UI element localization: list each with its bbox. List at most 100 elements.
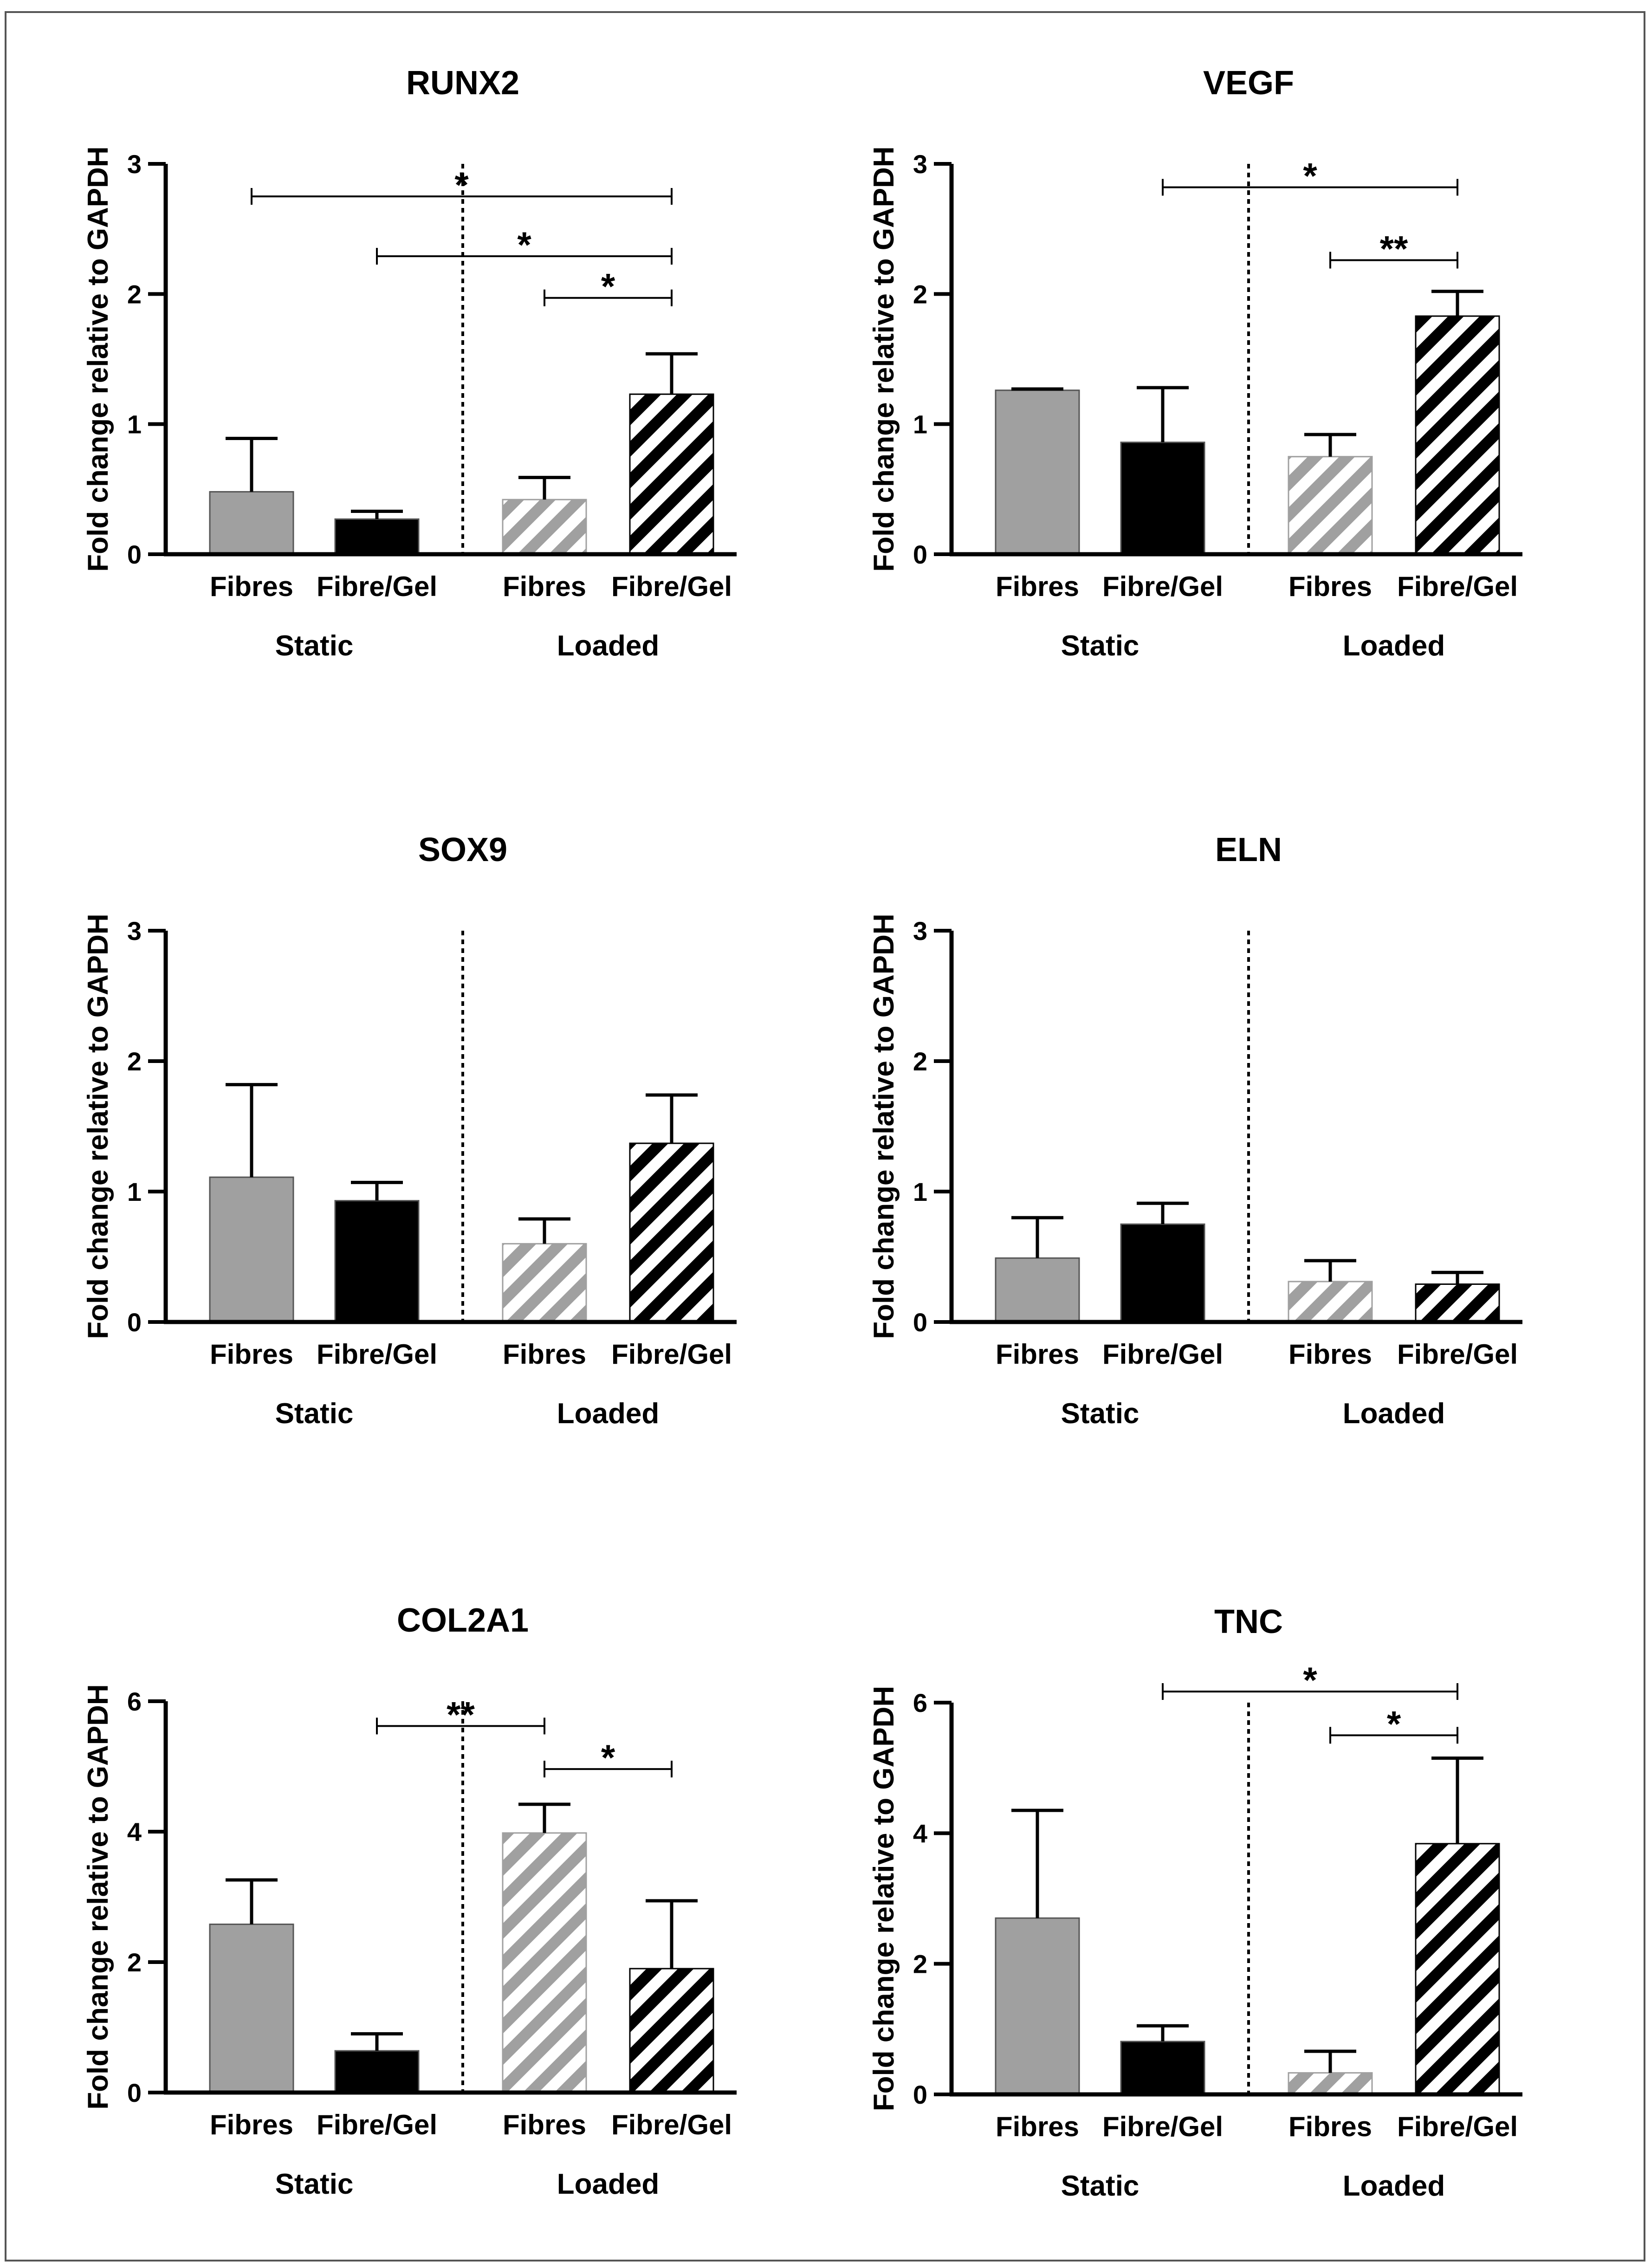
chart-title: SOX9 [418, 831, 507, 868]
x-group-label: Loaded [1343, 2170, 1445, 2202]
x-group-label: Static [1061, 1398, 1140, 1430]
x-group-label: Loaded [1343, 1398, 1445, 1430]
x-category-label: Fibres [996, 571, 1079, 602]
y-tick-label: 0 [913, 540, 927, 569]
bar [1415, 1283, 1500, 1323]
x-category-label: Fibre/Gel [1102, 2111, 1223, 2142]
y-tick-label: 3 [127, 149, 142, 179]
y-tick-label: 0 [127, 2078, 142, 2107]
x-category-label: Fibres [1288, 571, 1372, 602]
y-axis-label: Fold change relative to GAPDH [82, 1684, 114, 2109]
bar [629, 1142, 714, 1323]
x-category-label: Fibre/Gel [1397, 2111, 1518, 2142]
y-tick-label: 1 [127, 410, 142, 439]
x-category-label: Fibres [210, 2109, 293, 2140]
y-tick-label: 6 [127, 1687, 142, 1716]
y-tick-label: 6 [913, 1688, 927, 1717]
x-category-label: Fibres [210, 1339, 293, 1370]
y-tick-label: 0 [913, 2080, 927, 2109]
bar [334, 2050, 420, 2093]
bar [502, 1832, 587, 2093]
x-group-label: Static [275, 1398, 354, 1430]
y-tick-label: 4 [913, 1819, 927, 1848]
chart-panel-tnc: TNC Fold change relative to GAPDH 0 2 4 6 Fibr… [868, 1603, 1522, 2202]
y-tick-label: 0 [127, 1308, 142, 1337]
bar [1120, 441, 1205, 555]
x-category-label: Fibres [1288, 2111, 1372, 2142]
bar [209, 1176, 294, 1323]
chart-panel-sox9: SOX9 Fold change relative to GAPDH 0 1 2 3 Fib… [82, 831, 737, 1430]
significance-label: * [601, 1737, 615, 1778]
x-group-label: Static [275, 2168, 354, 2200]
significance-label: ** [1380, 228, 1408, 269]
chart-title: VEGF [1203, 65, 1294, 102]
significance-label: * [454, 164, 469, 205]
bar [1120, 2041, 1205, 2095]
x-category-label: Fibre/Gel [1102, 1339, 1223, 1370]
x-category-label: Fibres [503, 1339, 586, 1370]
x-category-label: Fibre/Gel [611, 2109, 732, 2140]
y-tick-label: 1 [913, 410, 927, 439]
y-tick-label: 3 [913, 149, 927, 179]
x-group-label: Loaded [557, 2168, 659, 2200]
x-category-label: Fibre/Gel [317, 2109, 437, 2140]
y-axis-label: Fold change relative to GAPDH [82, 146, 114, 571]
bar [995, 1917, 1080, 2095]
x-category-label: Fibre/Gel [1397, 1339, 1518, 1370]
y-tick-label: 1 [913, 1177, 927, 1206]
significance-label: * [517, 224, 531, 265]
x-group-label: Loaded [557, 630, 659, 662]
y-tick-label: 0 [127, 540, 142, 569]
x-group-label: Static [275, 630, 354, 662]
figure-frame [5, 11, 1645, 2262]
x-category-label: Fibre/Gel [611, 1339, 732, 1370]
chart-title: TNC [1214, 1603, 1283, 1640]
bar [1288, 1281, 1373, 1323]
y-axis-label: Fold change relative to GAPDH [82, 914, 114, 1339]
bar [334, 518, 420, 555]
significance-label: * [1387, 1703, 1401, 1744]
x-group-label: Loaded [557, 1398, 659, 1430]
x-category-label: Fibres [996, 1339, 1079, 1370]
y-tick-label: 0 [913, 1308, 927, 1337]
significance-label: * [1303, 1659, 1317, 1700]
bar [995, 389, 1080, 555]
y-tick-label: 3 [913, 916, 927, 946]
y-tick-label: 2 [127, 279, 142, 309]
x-group-label: Static [1061, 630, 1140, 662]
y-tick-label: 2 [127, 1047, 142, 1076]
y-tick-label: 3 [127, 916, 142, 946]
y-tick-label: 2 [913, 279, 927, 309]
bar [334, 1200, 420, 1323]
y-tick-label: 4 [127, 1817, 142, 1847]
y-tick-label: 2 [913, 1047, 927, 1076]
x-category-label: Fibre/Gel [1102, 571, 1223, 602]
bar [502, 1243, 587, 1323]
x-category-label: Fibres [996, 2111, 1079, 2142]
y-axis-label: Fold change relative to GAPDH [868, 146, 900, 571]
x-category-label: Fibres [503, 571, 586, 602]
significance-label: * [601, 266, 615, 307]
chart-title: COL2A1 [397, 1602, 529, 1639]
bar [1415, 1843, 1500, 2095]
x-group-label: Loaded [1343, 630, 1445, 662]
chart-panel-eln: ELN Fold change relative to GAPDH 0 1 2 3 Fibr… [868, 831, 1522, 1430]
x-category-label: Fibres [210, 571, 293, 602]
chart-panel-vegf: VEGF Fold change relative to GAPDH 0 1 2 3 Fib… [868, 65, 1522, 662]
chart-panel-runx2: RUNX2 Fold change relative to GAPDH 0 1 2 3 Fi… [82, 65, 737, 662]
x-group-label: Static [1061, 2170, 1140, 2202]
bar [1120, 1223, 1205, 1323]
significance-label: * [1303, 155, 1317, 196]
bar [629, 1968, 714, 2093]
chart-title: RUNX2 [406, 65, 519, 102]
bar [995, 1257, 1080, 1323]
bar [1415, 315, 1500, 555]
bar [629, 393, 714, 555]
significance-label: ** [447, 1694, 475, 1735]
y-axis-label: Fold change relative to GAPDH [868, 914, 900, 1339]
x-category-label: Fibre/Gel [611, 571, 732, 602]
y-axis-label: Fold change relative to GAPDH [868, 1686, 900, 2111]
x-category-label: Fibre/Gel [1397, 571, 1518, 602]
bar [1288, 456, 1373, 555]
